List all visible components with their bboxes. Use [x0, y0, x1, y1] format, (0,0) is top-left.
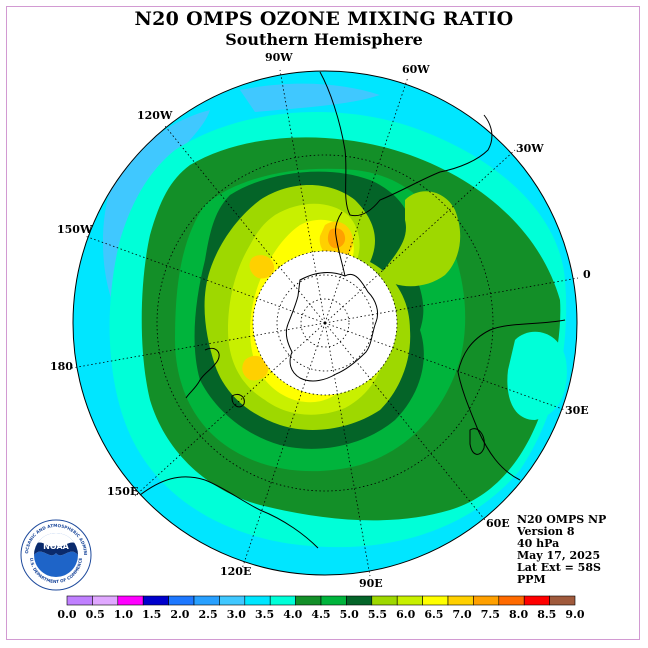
lon-label-120e: 120E: [220, 565, 251, 578]
colorbar-swatch: [371, 595, 398, 606]
colorbar-swatch: [117, 595, 144, 606]
colorbar-tick-label: 6.0: [396, 608, 415, 621]
lon-label-60w: 60W: [402, 63, 430, 76]
info-pressure-level: 40 hPa: [517, 537, 560, 550]
graticule: [71, 69, 579, 577]
colorbar-swatch: [66, 595, 93, 606]
colorbar-tick-label: 7.5: [481, 608, 500, 621]
lon-label-30w: 30W: [516, 142, 544, 155]
colorbar-tick-label: 8.5: [537, 608, 556, 621]
lon-label-0: 0: [583, 268, 591, 281]
colorbar-tick-label: 9.0: [565, 608, 584, 621]
figure-frame: [6, 6, 640, 640]
lon-label-150e: 150E: [107, 485, 138, 498]
coastline-new-zealand: [185, 347, 220, 399]
noaa-logo: NATIONAL OCEANIC AND ATMOSPHERIC ADMINIS…: [20, 519, 92, 591]
field-gold-b: [249, 255, 275, 279]
colorbar-labels: 0.0 0.5 1.0 1.5 2.0 2.5 3.0 3.5 4.0 4.5 5.0 5.5 6.0 6…: [57, 608, 584, 621]
lon-label-90w: 90W: [265, 51, 293, 64]
colorbar-swatch: [168, 595, 195, 606]
coastline-africa: [457, 319, 566, 481]
coastline-australia: [139, 476, 319, 549]
colorbar-swatches: [66, 595, 576, 606]
longitude-labels: 90W 60W 30W 0 30E 60E 90E 120E 150E 180 …: [50, 51, 591, 590]
page-subtitle: Southern Hemisphere: [225, 30, 423, 49]
colorbar-swatch: [269, 595, 296, 606]
colorbar-tick-label: 4.0: [283, 608, 302, 621]
field-light-blue-north: [240, 83, 380, 112]
colorbar-tick-label: 1.5: [142, 608, 161, 621]
colorbar-swatch: [447, 595, 474, 606]
colorbar-swatch: [244, 595, 271, 606]
field-light-blue-west: [102, 110, 210, 330]
colorbar-swatch: [422, 595, 449, 606]
logo-navy-wave: [34, 542, 78, 556]
colorbar-tick-label: 2.0: [170, 608, 189, 621]
ozone-field: [73, 71, 577, 575]
colorbar-tick-label: 7.0: [453, 608, 472, 621]
info-date: May 17, 2025: [517, 549, 601, 562]
map-border: [72, 70, 578, 576]
colorbar-swatch: [193, 595, 220, 606]
title-block: N20 OMPS OZONE MIXING RATIO Southern Hem…: [0, 8, 648, 49]
field-gold-c: [242, 355, 269, 381]
colorbar-swatch: [320, 595, 347, 606]
lon-label-120w: 120W: [137, 109, 173, 122]
info-satellite: N20 OMPS NP: [517, 513, 607, 526]
colorbar-swatch: [219, 595, 246, 606]
colorbar-tick-label: 1.0: [114, 608, 133, 621]
colorbar-swatch: [498, 595, 525, 606]
colorbar-tick-label: 0.5: [86, 608, 105, 621]
lon-label-60e: 60E: [486, 517, 510, 530]
coastline-south-america: [319, 71, 493, 217]
colorbar-tick-label: 2.5: [199, 608, 218, 621]
lon-label-30e: 30E: [565, 404, 589, 417]
page-title: N20 OMPS OZONE MIXING RATIO: [134, 8, 514, 30]
logo-noaa-text: NOAA: [43, 542, 69, 551]
colorbar-tick-label: 5.5: [368, 608, 387, 621]
colorbar: 0.0 0.5 1.0 1.5 2.0 2.5 3.0 3.5 4.0 4.5 5.0 5.5 6.0 6…: [57, 595, 585, 621]
colorbar-swatch: [396, 595, 423, 606]
coastline-madagascar: [469, 428, 485, 455]
coastline-tasmania: [231, 393, 245, 408]
colorbar-swatch: [92, 595, 119, 606]
colorbar-tick-label: 6.5: [424, 608, 443, 621]
info-lat-extent: Lat Ext = 58S: [517, 561, 601, 574]
coastline-antarctica: [285, 272, 379, 382]
colorbar-swatch: [523, 595, 550, 606]
colorbar-tick-label: 3.5: [255, 608, 274, 621]
coastline-antarctic-peninsula: [335, 211, 346, 277]
lon-label-180: 180: [50, 360, 73, 373]
colorbar-tick-label: 3.0: [227, 608, 246, 621]
lon-label-150w: 150W: [57, 223, 93, 236]
info-units: PPM: [517, 573, 546, 586]
field-yellow-green-ne: [380, 191, 461, 287]
colorbar-swatch: [346, 595, 373, 606]
field-aquamarine-patch: [507, 331, 567, 420]
colorbar-swatch: [473, 595, 500, 606]
coastlines: [139, 71, 566, 549]
colorbar-swatch: [142, 595, 169, 606]
info-block: N20 OMPS NP Version 8 40 hPa May 17, 202…: [517, 514, 606, 586]
colorbar-tick-label: 8.0: [509, 608, 528, 621]
colorbar-swatch: [295, 595, 322, 606]
south-pole-marker: [323, 321, 327, 325]
colorbar-swatch: [549, 595, 576, 606]
colorbar-tick-label: 4.5: [311, 608, 330, 621]
lon-label-90e: 90E: [359, 577, 383, 590]
info-version: Version 8: [517, 525, 575, 538]
colorbar-tick-label: 0.0: [57, 608, 76, 621]
colorbar-tick-label: 5.0: [340, 608, 359, 621]
